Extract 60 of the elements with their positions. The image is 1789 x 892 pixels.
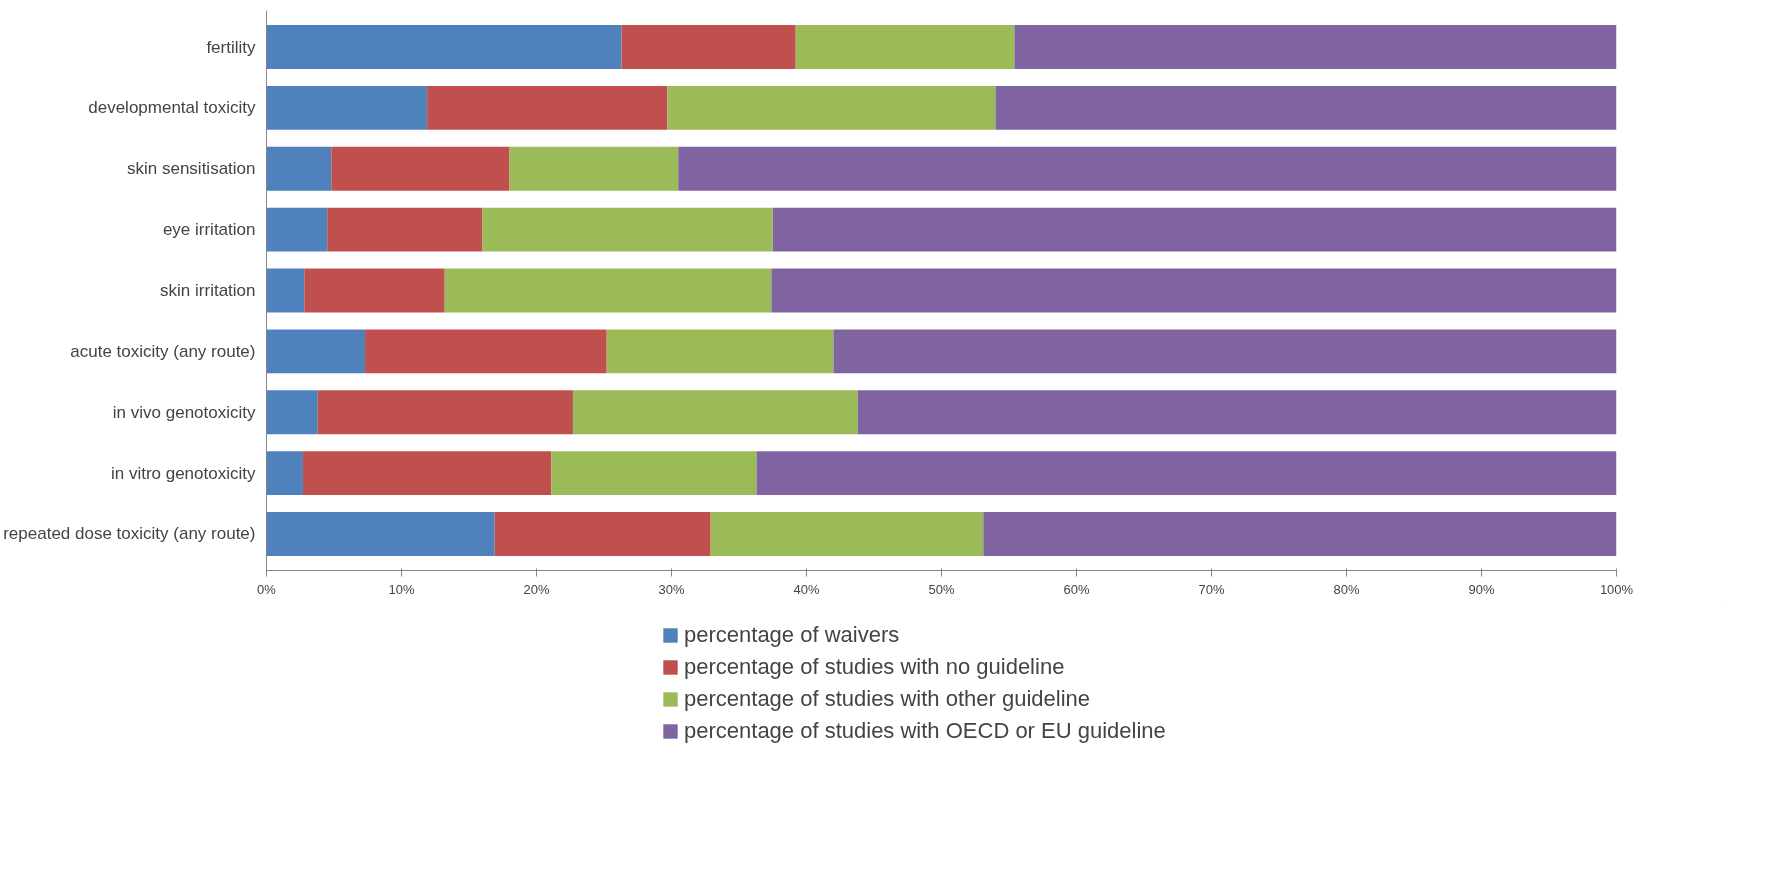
legend-label: percentage of studies with no guideline xyxy=(684,654,1065,680)
bar xyxy=(482,207,773,252)
x-tick-label: 20% xyxy=(523,581,550,597)
bar xyxy=(494,512,711,556)
y-tick-label: in vivo genotoxicity xyxy=(112,402,256,422)
bar xyxy=(331,146,510,191)
x-tick-label: 10% xyxy=(388,581,415,597)
bar xyxy=(302,451,552,496)
bar xyxy=(678,146,1617,191)
bar xyxy=(857,390,1617,435)
x-tick-label: 70% xyxy=(1198,581,1225,597)
y-tick-label: fertility xyxy=(206,37,256,57)
x-tick-label: 60% xyxy=(1063,581,1090,597)
bar xyxy=(266,85,428,130)
bar xyxy=(266,25,622,69)
y-tick-label: acute toxicity (any route) xyxy=(70,341,256,361)
bar xyxy=(710,512,984,556)
bar xyxy=(771,268,1617,313)
y-tick-label: developmental toxicity xyxy=(88,98,256,118)
bar xyxy=(266,268,305,313)
legend-label: percentage of waivers xyxy=(684,622,900,648)
x-tick-label: 50% xyxy=(928,581,955,597)
bar xyxy=(983,512,1617,556)
bar xyxy=(572,390,858,435)
bar xyxy=(266,329,366,374)
bar xyxy=(365,329,607,374)
bar xyxy=(795,25,1015,69)
bar xyxy=(266,207,328,252)
bar xyxy=(756,451,1617,496)
x-tick-label: 40% xyxy=(793,581,820,597)
bar xyxy=(266,512,495,556)
x-tick-label: 30% xyxy=(658,581,685,597)
bar xyxy=(772,207,1617,252)
bar xyxy=(304,268,445,313)
bar xyxy=(621,25,796,69)
bar xyxy=(444,268,772,313)
bar xyxy=(667,85,996,130)
bar xyxy=(1014,25,1617,69)
bar xyxy=(266,390,318,435)
y-tick-label: skin sensitisation xyxy=(127,159,256,179)
bar xyxy=(317,390,573,435)
x-tick-label: 80% xyxy=(1333,581,1360,597)
bar xyxy=(509,146,679,191)
x-tick-label: 0% xyxy=(257,581,277,597)
bar xyxy=(427,85,668,130)
bar xyxy=(995,85,1617,130)
y-tick-label: repeated dose toxicity (any route) xyxy=(3,524,256,544)
x-tick-label: 100% xyxy=(1599,581,1634,597)
bar xyxy=(833,329,1617,374)
bar xyxy=(551,451,757,496)
x-tick-label: 90% xyxy=(1468,581,1495,597)
y-tick-label: skin irritation xyxy=(160,281,256,300)
legend-label: percentage of studies with other guideline xyxy=(684,686,1091,712)
bar xyxy=(606,329,834,374)
bar xyxy=(327,207,483,252)
y-tick-label: in vitro genotoxicity xyxy=(110,463,256,483)
bar xyxy=(266,451,303,496)
legend-label: percentage of studies with OECD or EU guideline xyxy=(684,718,1166,744)
y-tick-label: eye irritation xyxy=(162,220,256,240)
bar xyxy=(266,146,332,191)
